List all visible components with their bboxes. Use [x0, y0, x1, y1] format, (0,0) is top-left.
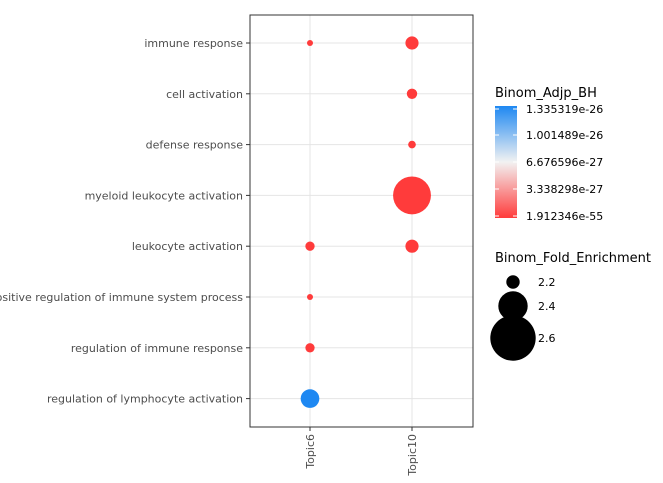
panel-background: [250, 15, 473, 427]
size-legend-dot: [506, 275, 520, 289]
y-tick-label: positive regulation of immune system pro…: [0, 291, 243, 304]
color-bar: [495, 106, 517, 218]
size-legend-title: Binom_Fold_Enrichment: [495, 251, 651, 266]
color-bar-tick-label: 6.676596e-27: [526, 156, 603, 169]
panel-border: [249, 14, 474, 428]
data-point: [393, 176, 431, 215]
color-bar-tick-label: 1.335319e-26: [526, 103, 603, 116]
data-point: [408, 140, 416, 149]
x-tick-label: Topic10: [406, 434, 419, 477]
size-legend-dot: [490, 315, 536, 361]
y-tick-label: immune response: [144, 37, 243, 50]
y-tick-label: myeloid leukocyte activation: [85, 189, 243, 202]
color-legend-title: Binom_Adjp_BH: [495, 86, 597, 101]
x-axis: Topic6 Topic10: [304, 427, 419, 477]
data-point: [405, 36, 419, 50]
y-tick-label: regulation of immune response: [71, 342, 243, 355]
data-point: [300, 389, 320, 408]
size-legend-dot: [498, 291, 528, 321]
y-tick-label: leukocyte activation: [132, 240, 243, 253]
y-tick-label: defense response: [146, 139, 244, 152]
y-axis: immune response cell activation defense re…: [0, 37, 250, 406]
color-bar-tick-label: 3.338298e-27: [526, 183, 603, 196]
y-tick-label: regulation of lymphocyte activation: [47, 393, 243, 406]
color-bar-ticks: 1.335319e-26 1.001489e-26 6.676596e-27 3.33…: [495, 103, 603, 223]
size-legend-label: 2.4: [538, 300, 556, 313]
grid-lines: [250, 15, 473, 427]
x-tick-label: Topic6: [304, 434, 317, 470]
size-legend: Binom_Fold_Enrichment 2.2 2.4 2.6: [490, 251, 651, 361]
data-point: [305, 343, 315, 353]
data-point: [307, 294, 313, 300]
points: [300, 36, 431, 408]
color-bar-tick-label: 1.001489e-26: [526, 129, 603, 142]
data-point: [405, 239, 419, 253]
data-point: [406, 88, 418, 100]
color-bar-tick-label: 1.912346e-55: [526, 210, 603, 223]
size-legend-items: 2.2 2.4 2.6: [490, 275, 556, 361]
color-legend: Binom_Adjp_BH 1.335319e-26 1.001489e-26 6.…: [495, 86, 603, 223]
data-point: [307, 40, 313, 46]
y-tick-label: cell activation: [166, 88, 243, 101]
size-legend-label: 2.2: [538, 276, 556, 289]
data-point: [305, 241, 315, 251]
size-legend-label: 2.6: [538, 332, 556, 345]
